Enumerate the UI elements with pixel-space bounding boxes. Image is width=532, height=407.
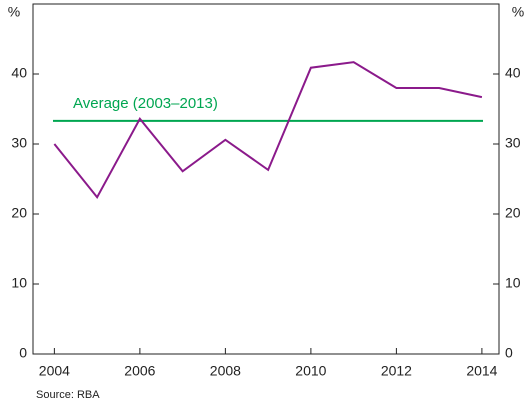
y-tick-label: 10 (11, 275, 27, 291)
y2-tick-label: 10 (505, 275, 521, 291)
y-tick-label: 30 (11, 135, 27, 151)
average-label: Average (2003–2013) (73, 95, 218, 112)
y2-tick-label: 30 (505, 135, 521, 151)
y-unit: % (8, 4, 20, 20)
x-tick-label: 2010 (295, 363, 326, 379)
y2-tick-label: 40 (505, 65, 521, 81)
source: Source: RBA (36, 389, 100, 401)
x-tick-label: 2014 (466, 363, 497, 379)
x-tick-label: 2006 (124, 363, 155, 379)
y2-tick-label: 0 (505, 345, 513, 361)
plot-frame (32, 3, 500, 355)
series-line (53, 61, 483, 199)
y-tick-label: 40 (11, 65, 27, 81)
y-tick-label: 0 (19, 345, 27, 361)
x-tick-label: 2012 (381, 363, 412, 379)
y-tick-label: 20 (11, 205, 27, 221)
y2-unit: % (512, 4, 524, 20)
x-tick-label: 2004 (39, 363, 70, 379)
x-tick-label: 2008 (210, 363, 241, 379)
y2-tick-label: 20 (505, 205, 521, 221)
